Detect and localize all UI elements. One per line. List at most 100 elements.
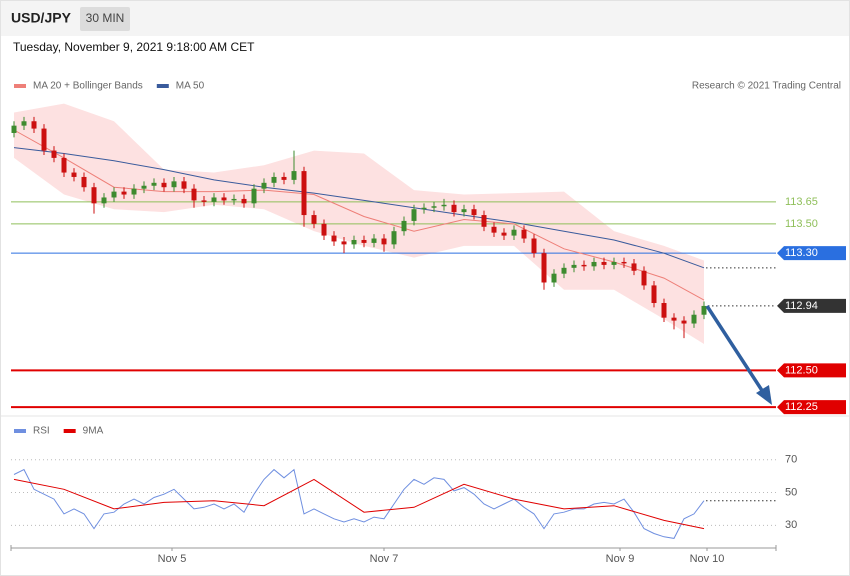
candle-body	[441, 204, 447, 207]
legend-swatch	[63, 429, 76, 433]
candle-body	[691, 314, 697, 324]
legend-label: MA 50	[176, 81, 205, 92]
candle-body	[601, 261, 607, 265]
candle-body	[591, 261, 597, 267]
candle-body	[411, 209, 417, 221]
legend-swatch	[14, 429, 26, 433]
symbol: USD/JPY	[11, 10, 72, 26]
legend-label: RSI	[33, 426, 50, 437]
y-tick-label: 50	[785, 486, 797, 498]
timeframe-button[interactable]	[80, 7, 130, 31]
candle-body	[331, 235, 337, 242]
candle-body	[661, 303, 667, 318]
candle-body	[501, 232, 507, 236]
level-label: 113.30	[785, 247, 818, 259]
candle-body	[361, 239, 367, 243]
candle-body	[431, 206, 437, 208]
candle-body	[521, 229, 527, 239]
candle-body	[241, 198, 247, 204]
level-label: 113.50	[785, 218, 818, 230]
legend-swatch	[14, 84, 26, 88]
x-tick-label: Nov 7	[370, 553, 399, 565]
level-label: 112.94	[785, 300, 818, 312]
candle-body	[281, 176, 287, 180]
candle-body	[81, 176, 87, 188]
candle-body	[111, 191, 117, 198]
candle-body	[231, 198, 237, 201]
level-tag	[777, 298, 846, 313]
timeframe[interactable]: 30 MIN	[86, 11, 125, 25]
credit: Research © 2021 Trading Central	[692, 81, 841, 92]
candle-body	[491, 226, 497, 233]
candle-body	[151, 182, 157, 186]
candle-body	[31, 121, 37, 129]
candle-body	[611, 261, 617, 265]
legend-label: MA 20 + Bollinger Bands	[33, 81, 143, 92]
forecast-arrow	[705, 305, 772, 405]
candle-body	[181, 181, 187, 189]
candle-body	[701, 305, 707, 315]
level-tag	[777, 246, 846, 261]
candle-body	[11, 125, 17, 133]
y-tick-label: 70	[785, 454, 797, 466]
candle-body	[651, 285, 657, 304]
candle-body	[51, 150, 57, 158]
x-tick-label: Nov 10	[690, 553, 725, 565]
candle-body	[21, 121, 27, 126]
candle-body	[321, 223, 327, 236]
candle-body	[101, 197, 107, 204]
candle-body	[221, 197, 227, 201]
candle-body	[451, 204, 457, 213]
candle-body	[251, 188, 257, 204]
indicator-line	[13, 478, 705, 530]
candle-body	[551, 273, 557, 283]
candle-body	[131, 188, 137, 195]
candle-body	[541, 253, 547, 283]
arrow-head	[756, 385, 772, 405]
price-panel: MA 20 + Bollinger Bands MA 50 113.65 113.50…	[11, 81, 846, 415]
level-label: 112.25	[785, 401, 818, 413]
level-tag	[777, 363, 846, 378]
candle-body	[171, 181, 177, 188]
candle-body	[641, 270, 647, 286]
x-tick-label: Nov 9	[606, 553, 635, 565]
candle-body	[341, 241, 347, 245]
level-label: 112.50	[785, 364, 818, 376]
candle-body	[351, 239, 357, 245]
candle-body	[371, 238, 377, 243]
candle-body	[161, 182, 167, 188]
candle-body	[631, 263, 637, 271]
candle-body	[481, 215, 487, 227]
level-label: 113.65	[785, 196, 818, 208]
ma-line	[13, 129, 705, 301]
candle-body	[191, 188, 197, 201]
candle-body	[291, 171, 297, 180]
candle-body	[531, 238, 537, 254]
candle-body	[271, 176, 277, 183]
candle-body	[471, 209, 477, 216]
legend-label: 9MA	[83, 426, 104, 437]
candle-body	[141, 185, 147, 189]
arrow-shaft	[705, 305, 765, 393]
candle-body	[581, 264, 587, 267]
candle-body	[311, 215, 317, 224]
candle-body	[511, 229, 517, 236]
candle-body	[391, 231, 397, 245]
candle-body	[201, 200, 207, 202]
candle-body	[61, 157, 67, 173]
candle-body	[401, 220, 407, 232]
candle-body	[211, 197, 217, 202]
indicator-line	[13, 468, 705, 539]
candle-body	[681, 320, 687, 324]
candle-body	[261, 182, 267, 189]
candle-body	[621, 261, 627, 264]
candle-body	[421, 207, 427, 210]
ma-line	[13, 147, 705, 269]
candle-body	[561, 267, 567, 274]
candle-body	[121, 191, 127, 195]
candle-body	[91, 187, 97, 204]
legend-swatch	[156, 84, 169, 88]
y-tick-label: 30	[785, 519, 797, 531]
candle-body	[671, 317, 677, 321]
